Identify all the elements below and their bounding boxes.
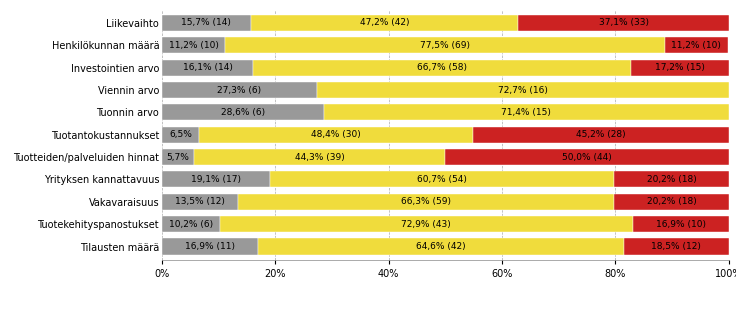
- Bar: [162, 216, 220, 232]
- Bar: [194, 149, 445, 165]
- Text: 66,7% (58): 66,7% (58): [417, 63, 467, 72]
- Bar: [624, 238, 729, 255]
- Bar: [162, 194, 238, 210]
- Bar: [162, 15, 251, 31]
- Text: 72,9% (43): 72,9% (43): [401, 220, 451, 229]
- Text: 6,5%: 6,5%: [169, 130, 192, 139]
- Bar: [316, 82, 729, 98]
- Text: 19,1% (17): 19,1% (17): [191, 175, 241, 184]
- Bar: [225, 37, 665, 53]
- Bar: [162, 149, 194, 165]
- Bar: [614, 194, 729, 210]
- Text: 47,2% (42): 47,2% (42): [360, 18, 409, 28]
- Bar: [258, 238, 624, 255]
- Text: 20,2% (18): 20,2% (18): [646, 175, 696, 184]
- Text: 16,1% (14): 16,1% (14): [183, 63, 233, 72]
- Text: 17,2% (15): 17,2% (15): [655, 63, 705, 72]
- Bar: [199, 127, 473, 143]
- Bar: [162, 37, 225, 53]
- Bar: [253, 60, 631, 76]
- Text: 45,2% (28): 45,2% (28): [576, 130, 626, 139]
- Text: 28,6% (6): 28,6% (6): [221, 108, 265, 117]
- Bar: [270, 171, 614, 187]
- Text: 37,1% (33): 37,1% (33): [598, 18, 648, 28]
- Text: 77,5% (69): 77,5% (69): [420, 41, 470, 50]
- Bar: [251, 15, 518, 31]
- Bar: [473, 127, 729, 143]
- Bar: [162, 82, 316, 98]
- Bar: [324, 104, 729, 120]
- Text: 13,5% (12): 13,5% (12): [175, 197, 225, 206]
- Text: 11,2% (10): 11,2% (10): [169, 41, 219, 50]
- Text: 50,0% (44): 50,0% (44): [562, 152, 612, 162]
- Text: 27,3% (6): 27,3% (6): [217, 86, 261, 94]
- Text: 10,2% (6): 10,2% (6): [169, 220, 213, 229]
- Bar: [162, 104, 324, 120]
- Text: 5,7%: 5,7%: [166, 152, 189, 162]
- Bar: [633, 216, 729, 232]
- Text: 44,3% (39): 44,3% (39): [295, 152, 344, 162]
- Bar: [162, 238, 258, 255]
- Text: 20,2% (18): 20,2% (18): [646, 197, 696, 206]
- Bar: [614, 171, 729, 187]
- Text: 11,2% (10): 11,2% (10): [671, 41, 721, 50]
- Bar: [238, 194, 614, 210]
- Text: 48,4% (30): 48,4% (30): [311, 130, 361, 139]
- Bar: [220, 216, 633, 232]
- Bar: [162, 171, 270, 187]
- Text: 18,5% (12): 18,5% (12): [651, 242, 701, 251]
- Bar: [665, 37, 728, 53]
- Bar: [445, 149, 729, 165]
- Text: 16,9% (10): 16,9% (10): [656, 220, 706, 229]
- Text: 71,4% (15): 71,4% (15): [501, 108, 551, 117]
- Text: 60,7% (54): 60,7% (54): [417, 175, 467, 184]
- Bar: [518, 15, 729, 31]
- Text: 64,6% (42): 64,6% (42): [416, 242, 466, 251]
- Text: 16,9% (11): 16,9% (11): [185, 242, 235, 251]
- Bar: [162, 60, 253, 76]
- Text: 72,7% (16): 72,7% (16): [498, 86, 548, 94]
- Text: 15,7% (14): 15,7% (14): [182, 18, 231, 28]
- Text: 66,3% (59): 66,3% (59): [401, 197, 451, 206]
- Bar: [631, 60, 729, 76]
- Bar: [162, 127, 199, 143]
